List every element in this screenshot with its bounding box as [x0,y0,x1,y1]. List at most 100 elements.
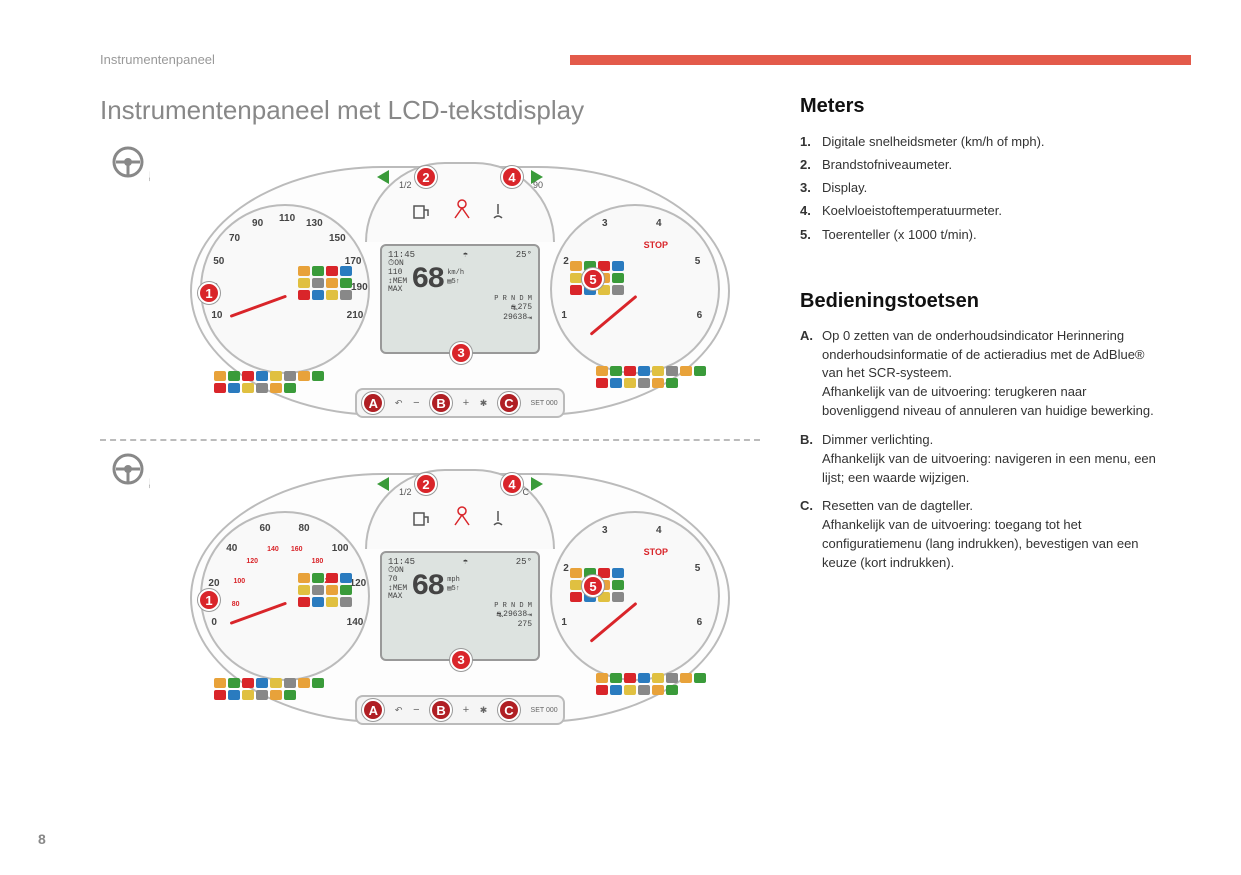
control-button-row: A ↶ − B + ✱ C SET 000 [355,695,565,725]
marker-b: B [430,699,452,721]
warning-icon [228,383,240,393]
warning-icon [298,290,310,300]
warning-icon [652,685,664,695]
turn-right-icon [531,477,543,491]
marker-2: 2 [415,166,437,188]
controls-heading: Bedieningstoetsen [800,290,1160,313]
warning-icon [340,585,352,595]
warning-icon [256,690,268,700]
warning-icon [610,685,622,695]
warning-icon [694,366,706,376]
warning-icon [340,573,352,583]
list-item: 3.Display. [800,178,1160,198]
warning-icon [652,378,664,388]
warning-icon [242,678,254,688]
warning-icon [298,371,310,381]
marker-2: 2 [415,473,437,495]
warning-icon-row-right [596,673,706,695]
warning-icon [326,573,338,583]
marker-c: C [498,699,520,721]
list-item: 1.Digitale snelheidsmeter (km/h of mph). [800,132,1160,152]
warning-icon [312,266,324,276]
warning-icon [298,678,310,688]
list-item: C.Resetten van de dagteller.Afhankelijk … [800,497,1160,572]
marker-b: B [430,392,452,414]
warning-icon [256,371,268,381]
seatbelt-icon [451,198,473,222]
warning-icon [570,580,582,590]
svg-text:🌡: 🌡 [144,169,150,183]
warning-icon [284,690,296,700]
warning-icon [638,685,650,695]
warning-icon [666,378,678,388]
marker-5: 5 [582,575,604,597]
warning-icon [298,585,310,595]
warning-icon [312,290,324,300]
warning-icon [570,273,582,283]
warning-icon [612,273,624,283]
control-button-row: A ↶ − B + ✱ C SET 000 [355,388,565,418]
warning-icon [326,266,338,276]
marker-1: 1 [198,282,220,304]
reset-icon: ↶ [395,398,403,409]
warning-icon-row-left [214,371,334,393]
fuel-pump-icon [412,202,432,222]
warning-icon [624,366,636,376]
warning-icon [284,383,296,393]
warning-icon [298,597,310,607]
warning-icon [284,371,296,381]
warning-icon-row-right [596,366,706,388]
warning-icon [570,592,582,602]
warning-icon [624,685,636,695]
marker-4: 4 [501,473,523,495]
warning-icon [652,366,664,376]
warning-icon [270,678,282,688]
meters-list: 1.Digitale snelheidsmeter (km/h of mph).… [800,132,1160,245]
warning-icon [312,573,324,583]
coolant-temp-icon [488,509,508,529]
temp-90-label: 90 [533,180,543,190]
warning-icon [340,597,352,607]
page-number: 8 [38,831,46,847]
warning-icon [570,261,582,271]
warning-icon [312,585,324,595]
fuel-half-label: 1/2 [399,180,412,190]
warning-icon [638,673,650,683]
warning-icon [242,383,254,393]
panel-divider [100,439,760,441]
lcd-display: 11:45☂25° ⏱ON 110 ↕MEM MAX 68 km/h▤5↑ P … [380,244,540,354]
warning-icon [666,673,678,683]
breadcrumb: Instrumentenpaneel [100,52,215,67]
warning-icon [326,585,338,595]
speedometer-gauge-mph: 0204060801001201408010012014016018020022… [200,511,370,681]
warning-icon [610,366,622,376]
warning-icon [214,383,226,393]
warning-icon [612,261,624,271]
warning-icon [624,378,636,388]
turn-left-icon [377,170,389,184]
instrument-panel-mph-figure: 🌡 1/2 °C 2 4 0204060801001201408 [100,451,740,736]
tachometer-gauge: STOP 123456 5 [550,511,720,681]
warning-icon [610,378,622,388]
warning-icon [270,690,282,700]
list-item: 4.Koelvloeistoftemperatuurmeter. [800,201,1160,221]
warning-icon [596,673,608,683]
page-title: Instrumentenpaneel met LCD-tekstdisplay [100,95,760,126]
marker-3: 3 [450,649,472,671]
warning-icon [326,278,338,288]
list-item: 5.Toerenteller (x 1000 t/min). [800,225,1160,245]
warning-icon [694,673,706,683]
warning-icon [680,673,692,683]
controls-list: A.Op 0 zetten van de onderhoudsindicator… [800,327,1160,573]
warning-icon [612,592,624,602]
warning-icon [612,285,624,295]
coolant-temp-icon [488,202,508,222]
warning-icon [284,678,296,688]
list-item: B.Dimmer verlichting.Afhankelijk van de … [800,431,1160,488]
speedometer-gauge: 1030507090110130150170190210 1 [200,204,370,374]
warning-icon [242,690,254,700]
warning-icon [340,278,352,288]
warning-icon [326,597,338,607]
warning-icon [312,278,324,288]
warning-icon [570,568,582,578]
